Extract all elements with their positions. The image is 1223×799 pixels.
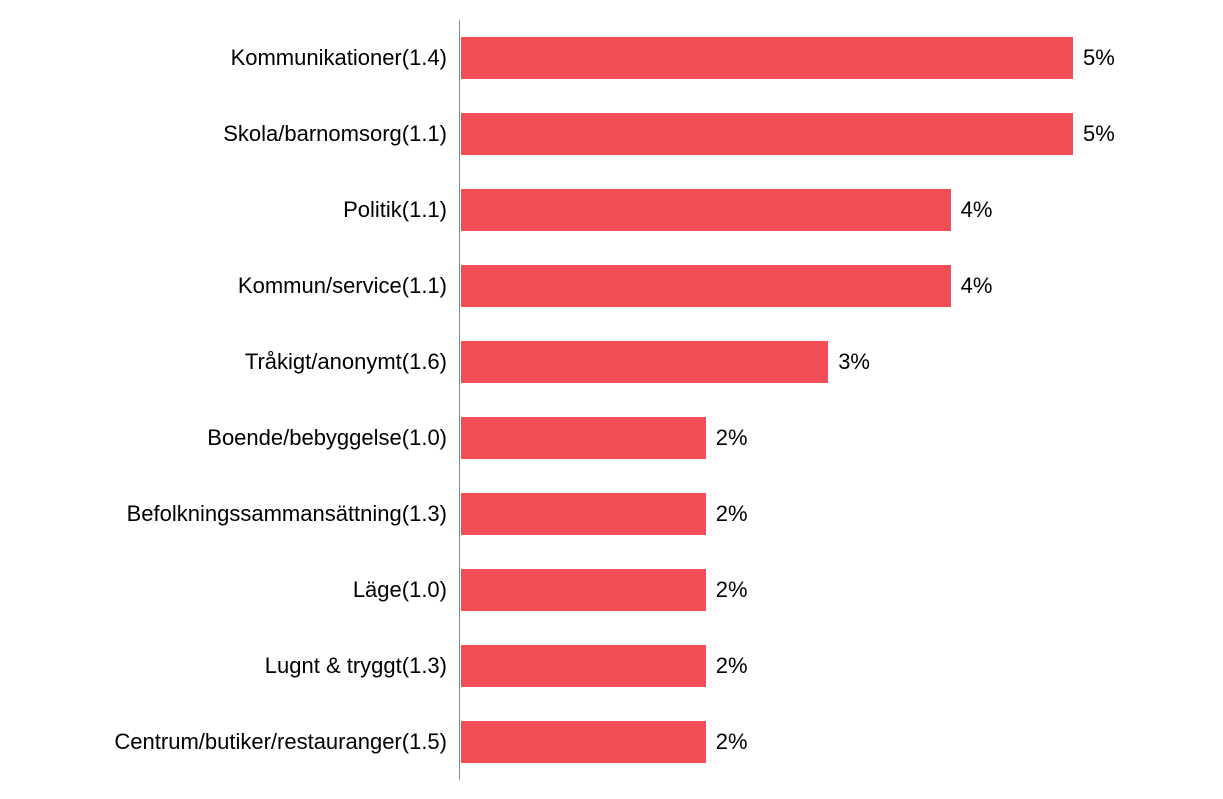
bar-label: Tråkigt/anonymt(1.6) — [245, 349, 459, 375]
bar-label: Kommun/service(1.1) — [238, 273, 459, 299]
bar-label-wrap: Politik(1.1) — [0, 172, 459, 248]
bar — [461, 189, 951, 231]
bar — [461, 417, 706, 459]
bar-row: Läge(1.0) 2% — [0, 552, 1223, 628]
bar-label-wrap: Boende/bebyggelse(1.0) — [0, 400, 459, 476]
bar-label-wrap: Kommun/service(1.1) — [0, 248, 459, 324]
bar-row: Befolkningssammansättning(1.3) 2% — [0, 476, 1223, 552]
bar-value-label: 2% — [706, 653, 748, 679]
bar-value-label: 2% — [706, 577, 748, 603]
bar-row: Lugnt & tryggt(1.3) 2% — [0, 628, 1223, 704]
bar-value-label: 5% — [1073, 121, 1115, 147]
bar — [461, 645, 706, 687]
bar-value-label: 3% — [828, 349, 870, 375]
bar-label-wrap: Läge(1.0) — [0, 552, 459, 628]
bar-label-wrap: Skola/barnomsorg(1.1) — [0, 96, 459, 172]
bar-label-wrap: Centrum/butiker/restauranger(1.5) — [0, 704, 459, 780]
bar-row: Boende/bebyggelse(1.0) 2% — [0, 400, 1223, 476]
bar-label: Lugnt & tryggt(1.3) — [265, 653, 459, 679]
bar-label: Befolkningssammansättning(1.3) — [127, 501, 459, 527]
bar-chart: Kommunikationer(1.4)5%Skola/barnomsorg(1… — [0, 20, 1223, 780]
bar-label-wrap: Tråkigt/anonymt(1.6) — [0, 324, 459, 400]
bar-label: Centrum/butiker/restauranger(1.5) — [114, 729, 459, 755]
bar — [461, 721, 706, 763]
bar-row: Centrum/butiker/restauranger(1.5) 2% — [0, 704, 1223, 780]
bar — [461, 37, 1073, 79]
bar-row: Politik(1.1) 4% — [0, 172, 1223, 248]
bar-label: Läge(1.0) — [353, 577, 459, 603]
bar — [461, 113, 1073, 155]
bar — [461, 493, 706, 535]
bar-label: Kommunikationer(1.4) — [231, 45, 459, 71]
bar — [461, 341, 828, 383]
bar-row: Tråkigt/anonymt(1.6) 3% — [0, 324, 1223, 400]
bar-row: Kommunikationer(1.4) 5% — [0, 20, 1223, 96]
bar-row: Skola/barnomsorg(1.1) 5% — [0, 96, 1223, 172]
bar-value-label: 5% — [1073, 45, 1115, 71]
bar — [461, 569, 706, 611]
bar-row: Kommun/service(1.1) 4% — [0, 248, 1223, 324]
bar-label-wrap: Kommunikationer(1.4) — [0, 20, 459, 96]
bar-value-label: 2% — [706, 729, 748, 755]
bar-value-label: 2% — [706, 501, 748, 527]
bar-label: Boende/bebyggelse(1.0) — [207, 425, 459, 451]
bar-value-label: 4% — [951, 273, 993, 299]
bar-label-wrap: Lugnt & tryggt(1.3) — [0, 628, 459, 704]
bar-value-label: 2% — [706, 425, 748, 451]
bar-label: Skola/barnomsorg(1.1) — [223, 121, 459, 147]
bar-value-label: 4% — [951, 197, 993, 223]
bar-label: Politik(1.1) — [343, 197, 459, 223]
bar-label-wrap: Befolkningssammansättning(1.3) — [0, 476, 459, 552]
bar — [461, 265, 951, 307]
